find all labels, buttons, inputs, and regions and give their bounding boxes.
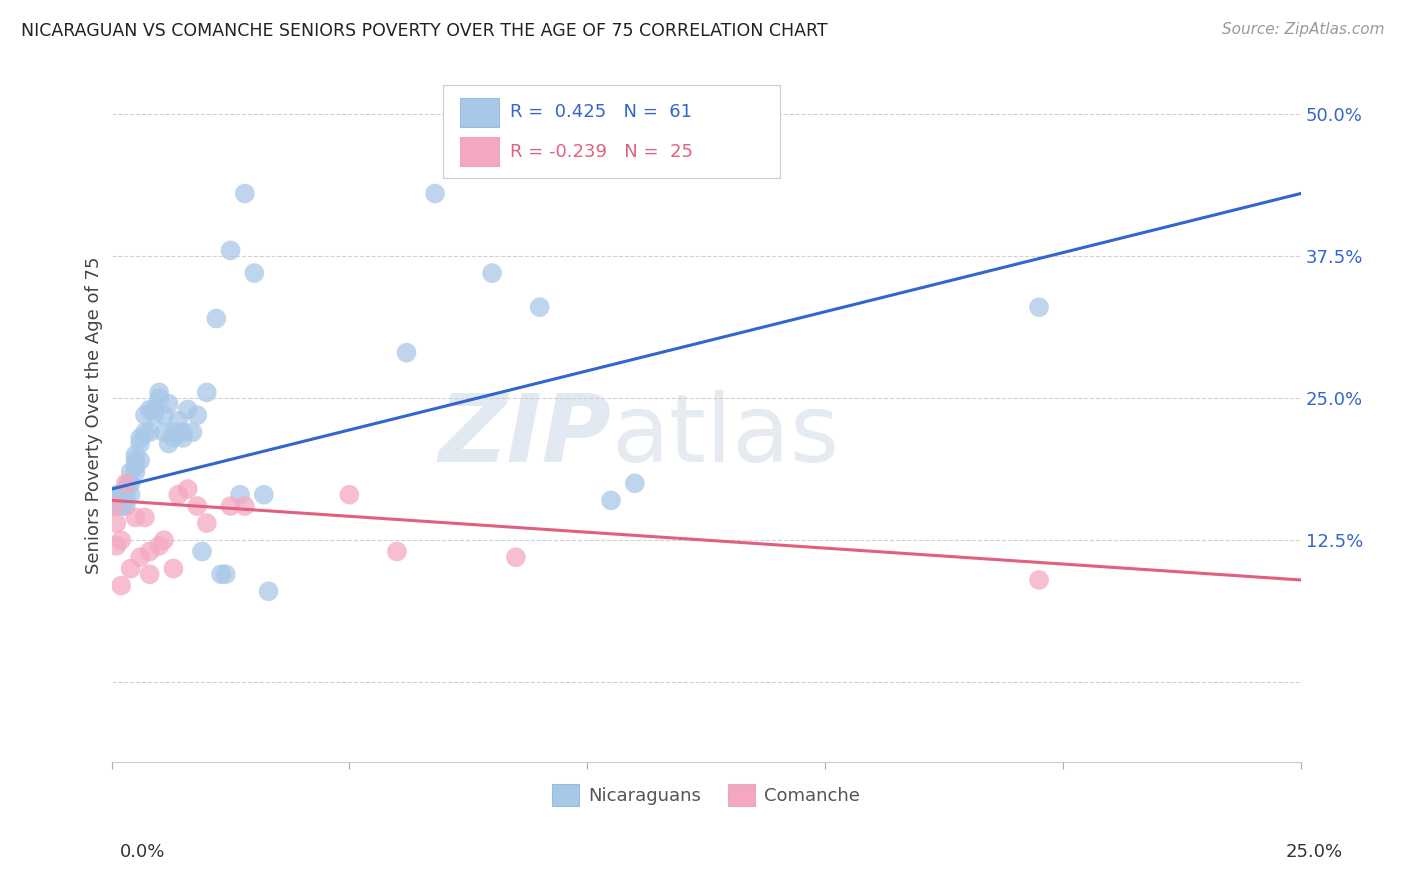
Point	[105, 488, 128, 502]
Point	[103, 493, 125, 508]
Point	[124, 453, 146, 467]
Point	[120, 465, 142, 479]
Point	[110, 533, 132, 548]
Text: Source: ZipAtlas.com: Source: ZipAtlas.com	[1222, 22, 1385, 37]
Point	[423, 186, 446, 201]
Point	[143, 402, 166, 417]
Point	[120, 561, 142, 575]
Point	[117, 476, 139, 491]
Point	[481, 266, 503, 280]
Point	[172, 431, 194, 445]
Point	[138, 567, 160, 582]
Point	[120, 476, 142, 491]
Point	[129, 431, 152, 445]
Point	[138, 544, 160, 558]
Point	[243, 266, 266, 280]
Point	[205, 311, 228, 326]
Y-axis label: Seniors Poverty Over the Age of 75: Seniors Poverty Over the Age of 75	[86, 256, 103, 574]
Point	[167, 488, 190, 502]
Point	[105, 499, 128, 513]
Point	[162, 431, 184, 445]
Point	[124, 459, 146, 474]
Point	[195, 385, 218, 400]
Point	[172, 425, 194, 440]
Point	[129, 436, 152, 450]
Point	[148, 391, 170, 405]
Point	[219, 244, 242, 258]
Point	[110, 488, 132, 502]
Point	[134, 425, 156, 440]
Text: 0.0%: 0.0%	[120, 843, 165, 861]
Point	[233, 186, 256, 201]
Point	[600, 493, 623, 508]
Point	[153, 425, 176, 440]
Point	[395, 345, 418, 359]
Point	[195, 516, 218, 530]
Point	[157, 397, 180, 411]
Point	[129, 550, 152, 565]
Point	[115, 482, 138, 496]
Point	[191, 544, 214, 558]
Point	[103, 499, 125, 513]
Point	[186, 408, 208, 422]
Point	[229, 488, 252, 502]
Point	[162, 425, 184, 440]
Point	[105, 516, 128, 530]
Point	[233, 499, 256, 513]
Point	[120, 488, 142, 502]
Point	[115, 476, 138, 491]
Point	[457, 141, 479, 155]
Point	[253, 488, 276, 502]
Point	[124, 448, 146, 462]
Point	[177, 482, 200, 496]
Point	[505, 550, 527, 565]
Point	[219, 499, 242, 513]
Point	[623, 476, 645, 491]
Point	[157, 436, 180, 450]
Point	[115, 493, 138, 508]
Point	[257, 584, 280, 599]
Point	[339, 488, 361, 502]
Legend: Nicaraguans, Comanche: Nicaraguans, Comanche	[543, 775, 869, 815]
Text: R = -0.239   N =  25: R = -0.239 N = 25	[510, 143, 693, 161]
Point	[138, 402, 160, 417]
Point	[110, 579, 132, 593]
Text: atlas: atlas	[612, 390, 839, 482]
Point	[129, 453, 152, 467]
Point	[529, 300, 551, 314]
Text: NICARAGUAN VS COMANCHE SENIORS POVERTY OVER THE AGE OF 75 CORRELATION CHART: NICARAGUAN VS COMANCHE SENIORS POVERTY O…	[21, 22, 828, 40]
Point	[148, 385, 170, 400]
Text: 25.0%: 25.0%	[1285, 843, 1343, 861]
Point	[209, 567, 232, 582]
Point	[134, 510, 156, 524]
Point	[115, 499, 138, 513]
Point	[153, 533, 176, 548]
Point	[1028, 573, 1050, 587]
Point	[181, 425, 204, 440]
Point	[115, 488, 138, 502]
Point	[107, 493, 129, 508]
Point	[105, 539, 128, 553]
Point	[148, 539, 170, 553]
Text: ZIP: ZIP	[439, 390, 612, 482]
Point	[143, 408, 166, 422]
Point	[385, 544, 408, 558]
Point	[110, 499, 132, 513]
Point	[186, 499, 208, 513]
Point	[162, 561, 184, 575]
Point	[138, 425, 160, 440]
Point	[177, 402, 200, 417]
Point	[110, 493, 132, 508]
Text: R =  0.425   N =  61: R = 0.425 N = 61	[510, 103, 692, 121]
Point	[124, 465, 146, 479]
Point	[215, 567, 238, 582]
Point	[1028, 300, 1050, 314]
Point	[167, 414, 190, 428]
Point	[124, 510, 146, 524]
Point	[153, 408, 176, 422]
Point	[134, 408, 156, 422]
